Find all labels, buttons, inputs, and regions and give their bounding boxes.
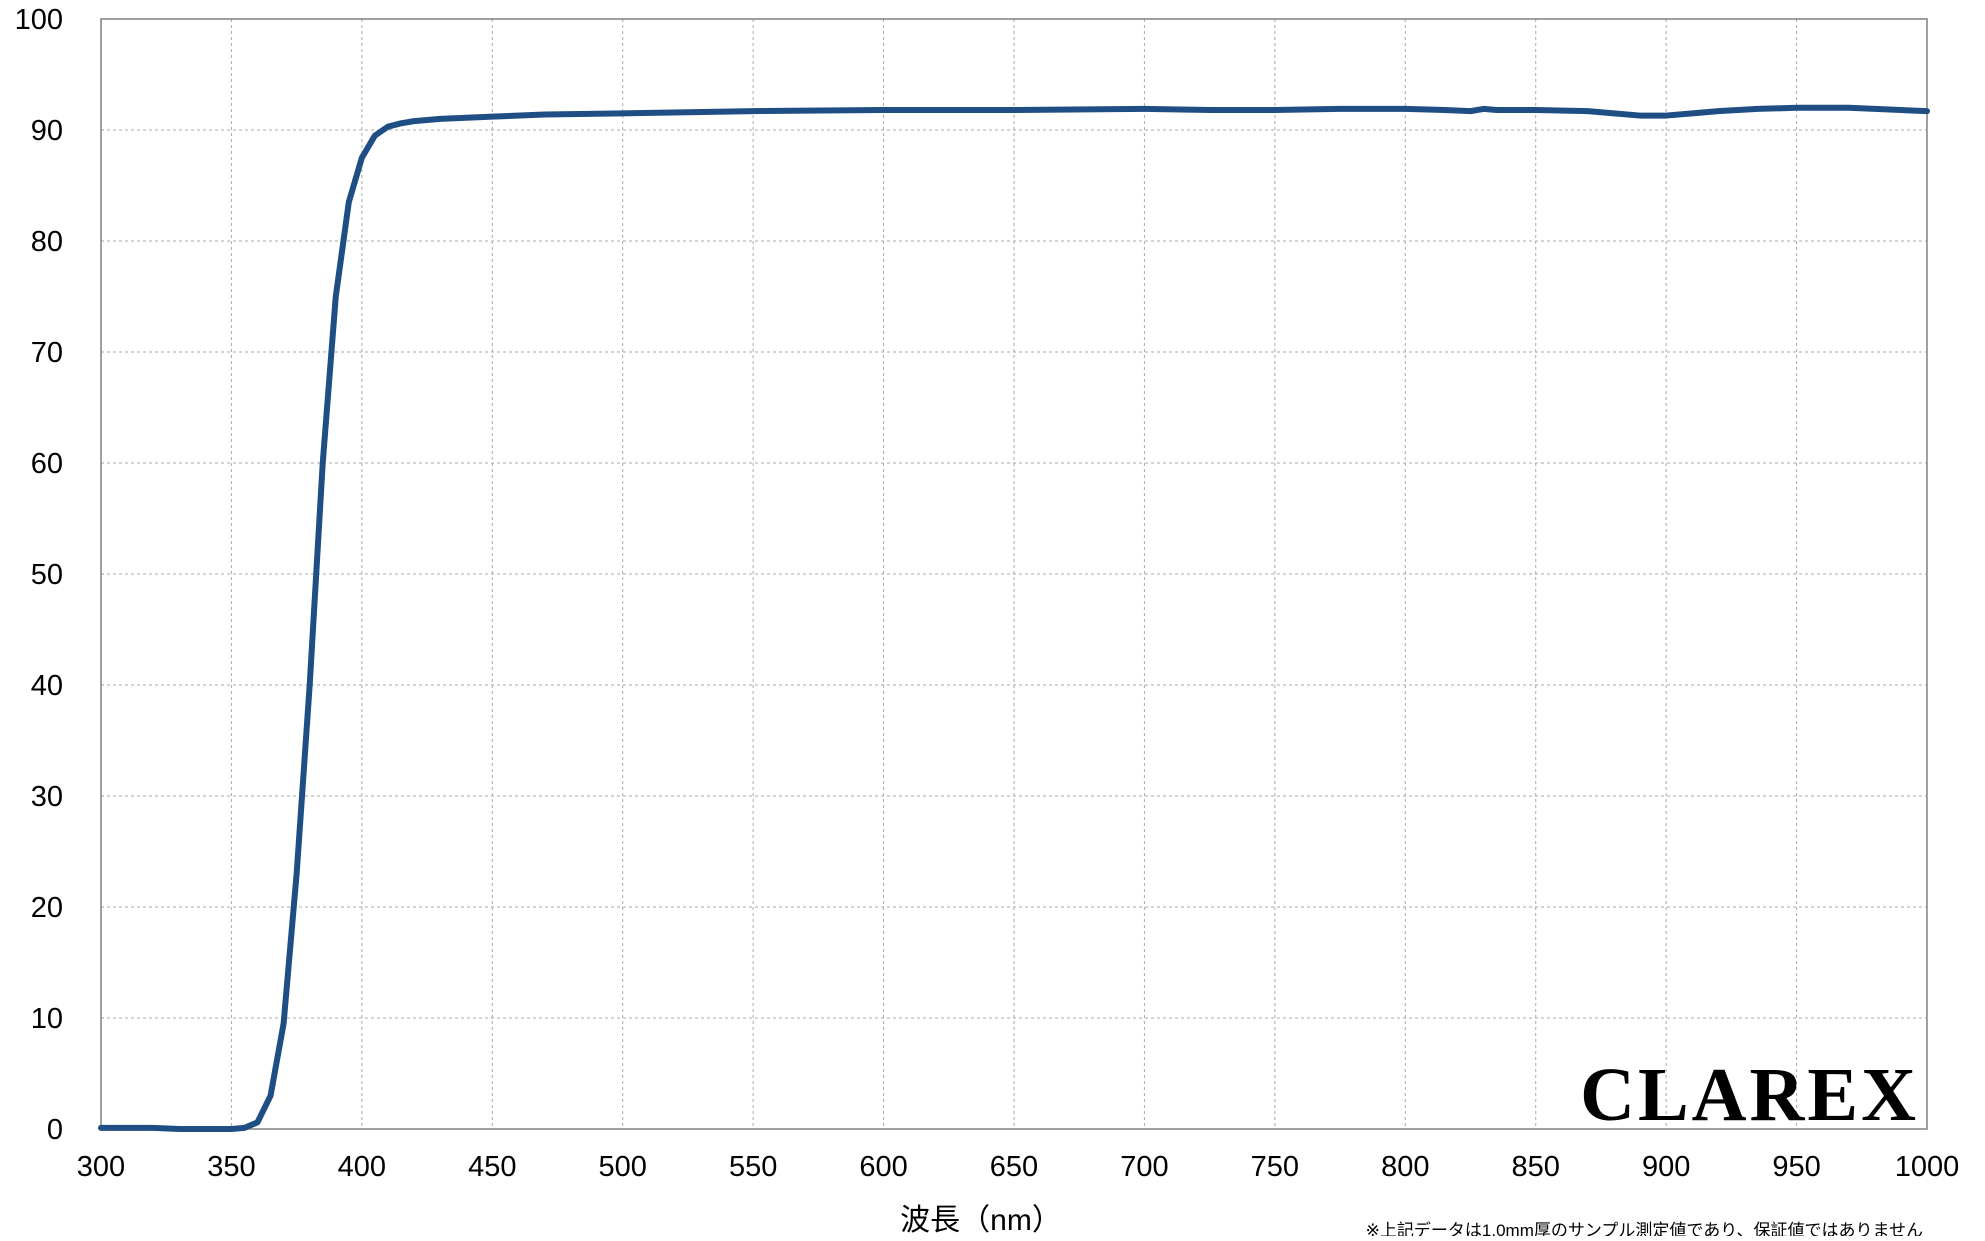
x-tick-label-650: 650	[990, 1151, 1038, 1183]
y-tick-label-0: 0	[47, 1114, 63, 1146]
y-tick-label-100: 100	[15, 4, 63, 36]
series-layer	[98, 104, 1930, 1132]
x-tick-label-350: 350	[207, 1151, 255, 1183]
y-axis-tick-labels: 0 10 20 30 40 50 60 70 80 90 100	[15, 4, 63, 1146]
y-tick-label-10: 10	[31, 1003, 63, 1035]
y-tick-label-60: 60	[31, 448, 63, 480]
y-tick-label-30: 30	[31, 781, 63, 813]
x-axis-title: 波長（nm）	[900, 1204, 1062, 1236]
plot-area-frame	[100, 18, 1928, 1130]
x-tick-label-800: 800	[1381, 1151, 1429, 1183]
y-tick-label-70: 70	[31, 337, 63, 369]
disclaimer-note: ※上記データは1.0mm厚のサンプル測定値であり、保証値ではありません	[1366, 1220, 1923, 1236]
x-tick-label-700: 700	[1120, 1151, 1168, 1183]
x-tick-label-400: 400	[338, 1151, 386, 1183]
y-tick-label-90: 90	[31, 115, 63, 147]
x-tick-label-750: 750	[1251, 1151, 1299, 1183]
x-tick-label-900: 900	[1642, 1151, 1690, 1183]
x-tick-label-500: 500	[599, 1151, 647, 1183]
x-tick-label-550: 550	[729, 1151, 777, 1183]
x-tick-label-450: 450	[468, 1151, 516, 1183]
x-tick-label-950: 950	[1772, 1151, 1820, 1183]
clarex-logo: CLAREX	[1580, 1053, 1919, 1137]
y-tick-label-40: 40	[31, 670, 63, 702]
series-line-0	[98, 104, 1930, 1132]
x-tick-label-300: 300	[77, 1151, 125, 1183]
x-tick-label-1000: 1000	[1895, 1151, 1960, 1183]
y-tick-label-20: 20	[31, 892, 63, 924]
x-axis-tick-labels: 300 350 400 450 500 550 600 650 700 750 800 850 900 9…	[77, 1151, 1959, 1183]
y-tick-label-80: 80	[31, 226, 63, 258]
grid	[101, 19, 1927, 1129]
x-tick-label-600: 600	[859, 1151, 907, 1183]
x-tick-label-850: 850	[1512, 1151, 1560, 1183]
y-tick-label-50: 50	[31, 559, 63, 591]
